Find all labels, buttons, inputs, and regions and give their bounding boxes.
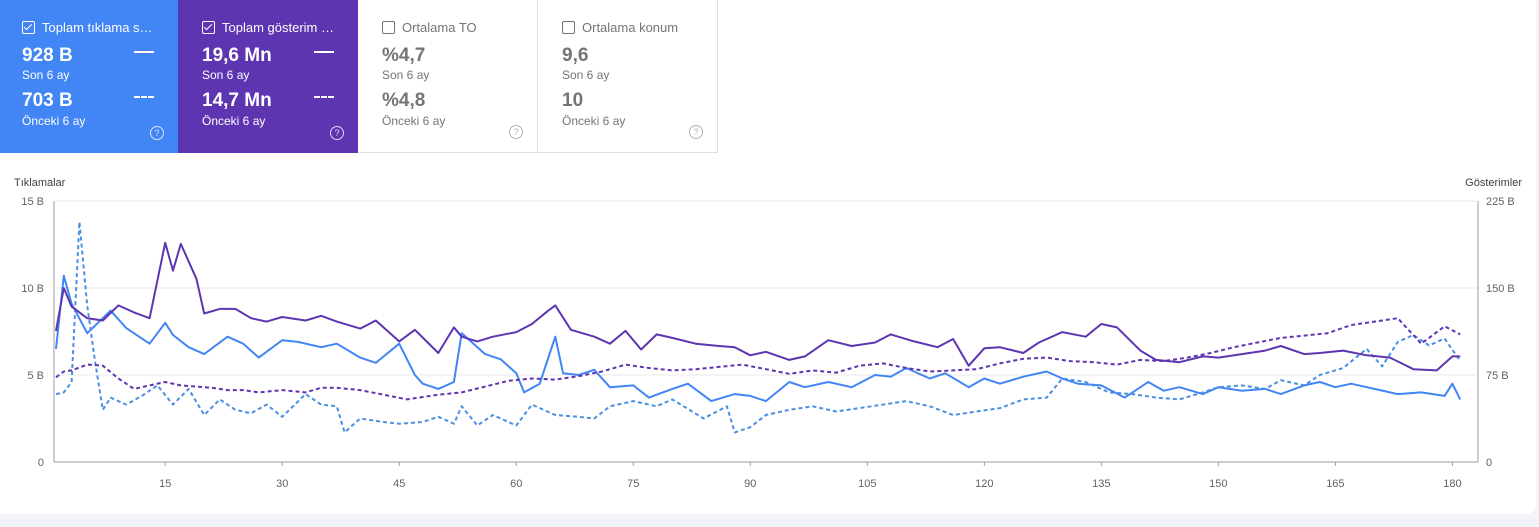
x-tick-label: 135 [1092,478,1110,490]
metric-previous-label: Önceki 6 ay [382,114,446,128]
checkbox-icon[interactable] [562,21,575,34]
metric-title: Ortalama konum [582,20,679,35]
x-tick-label: 30 [276,478,288,490]
metric-current-label: Son 6 ay [562,68,610,82]
metric-previous-value: %4,8 [382,90,426,111]
x-tick-label: 105 [858,478,876,490]
metric-title: Ortalama TO [402,20,477,35]
metric-previous-value: 703 B [22,90,73,111]
metric-title: Toplam tıklama s… [42,20,153,35]
x-tick-label: 180 [1443,478,1461,490]
x-tick-label: 90 [744,478,756,490]
x-tick-label: 150 [1209,478,1227,490]
y-right-tick-label: 0 [1486,457,1492,469]
y-left-tick-label: 5 B [27,370,44,382]
checkbox-icon[interactable] [382,21,395,34]
metric-current-label: Son 6 ay [382,68,430,82]
solid-line-legend-icon [134,51,154,53]
x-tick-label: 60 [510,478,522,490]
y-axis-right-title: Gösterimler [1465,177,1522,189]
y-left-tick-label: 10 B [21,283,44,295]
clicks-current-line [55,274,1462,403]
metric-previous-label: Önceki 6 ay [202,114,266,128]
metric-current-value: 9,6 [562,45,589,66]
solid-line-legend-icon [314,51,334,53]
metric-previous-value: 10 [562,90,584,111]
metric-previous-value: 14,7 Mn [202,90,272,111]
metric-card-ctr[interactable]: Ortalama TO %4,7 Son 6 ay %4,8 Önceki 6 … [358,0,538,153]
checkbox-icon[interactable] [202,21,215,34]
y-axis-left-title: Tıklamalar [14,177,66,189]
metric-card-impressions[interactable]: Toplam gösterim … 19,6 Mn Son 6 ay 14,7 … [178,0,358,153]
y-right-tick-label: 225 B [1486,196,1515,208]
y-left-tick-label: 0 [38,457,44,469]
metric-card-position[interactable]: Ortalama konum 9,6 Son 6 ay 10 Önceki 6 … [538,0,718,153]
dashed-line-legend-icon [314,96,334,98]
x-tick-label: 75 [627,478,639,490]
x-tick-label: 165 [1326,478,1344,490]
x-tick-label: 45 [393,478,405,490]
x-tick-label: 120 [975,478,993,490]
y-right-tick-label: 150 B [1486,283,1515,295]
metric-previous-label: Önceki 6 ay [562,114,626,128]
y-right-tick-label: 75 B [1486,370,1509,382]
metric-previous-label: Önceki 6 ay [22,114,86,128]
x-tick-label: 15 [159,478,171,490]
metric-current-value: %4,7 [382,45,426,66]
metric-current-label: Son 6 ay [202,68,250,82]
performance-chart[interactable]: 0 0 5 B 75 B 10 B 150 B 15 B 225 B 15 30 45 60 75 90 1… [0,170,1539,500]
checkbox-icon[interactable] [22,21,35,34]
metric-current-value: 928 B [22,45,73,66]
metric-cards: Toplam tıklama s… 928 B Son 6 ay 703 B Ö… [0,0,718,153]
metric-current-label: Son 6 ay [22,68,70,82]
dashed-line-legend-icon [134,96,154,98]
metric-card-clicks[interactable]: Toplam tıklama s… 928 B Son 6 ay 703 B Ö… [0,0,178,153]
help-icon[interactable]: ? [509,125,523,139]
metric-title: Toplam gösterim … [222,20,334,35]
help-icon[interactable]: ? [689,125,703,139]
clicks-previous-line [55,220,1462,434]
help-icon[interactable]: ? [150,126,164,140]
help-icon[interactable]: ? [330,126,344,140]
impressions-previous-line [55,317,1461,401]
impressions-current-line [55,241,1461,372]
y-left-tick-label: 15 B [21,196,44,208]
metric-current-value: 19,6 Mn [202,45,272,66]
